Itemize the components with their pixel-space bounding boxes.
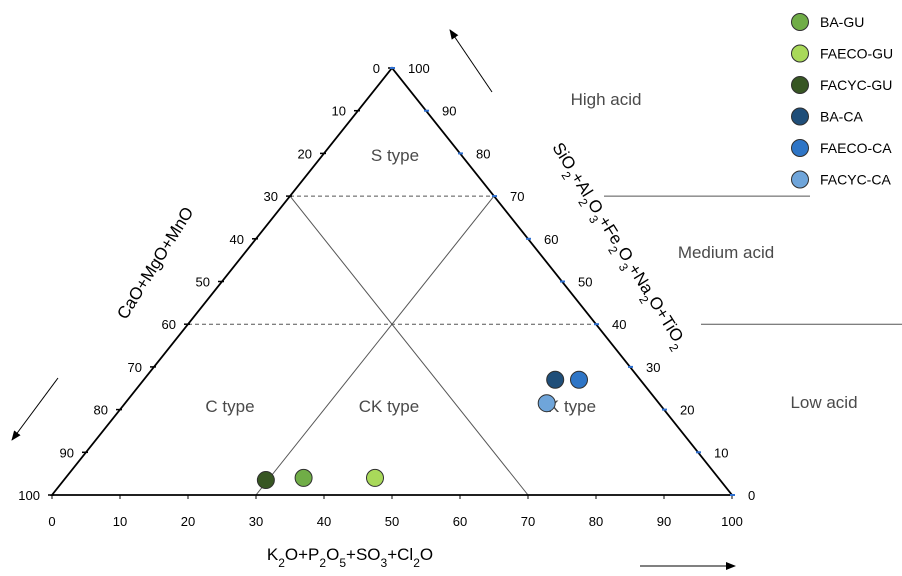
- data-points: [256, 370, 588, 490]
- data-point: [294, 468, 313, 487]
- left-tick-label: 0: [373, 61, 380, 76]
- direction-arrows: [11, 29, 736, 570]
- axis-titles: K2O+P2O5+SO3+Cl2OCaO+MgO+MnOSiO2+Al2O3+F…: [113, 139, 687, 570]
- divider-line-c-ck: [289, 195, 529, 496]
- legend-label: FAECO-CA: [820, 140, 892, 156]
- right-tick-label: 40: [612, 317, 626, 332]
- left-tick-label: 50: [196, 275, 210, 290]
- right-tick-label: 100: [408, 61, 430, 76]
- guide-lines: [188, 195, 902, 496]
- data-point: [366, 468, 384, 487]
- left-axis-direction-arrow: [11, 377, 59, 441]
- right-tick-label: 50: [578, 275, 592, 290]
- left-tick-label: 40: [230, 232, 244, 247]
- legend-marker: [791, 139, 809, 157]
- bottom-tick-label: 100: [721, 514, 743, 529]
- region-label: CK type: [359, 397, 419, 416]
- left-tick-label: 90: [60, 445, 74, 460]
- right-tick-label: 0: [748, 488, 755, 503]
- acid-level-labels: High acid Medium acid Low acid: [571, 90, 858, 412]
- data-point: [256, 471, 275, 490]
- right-tick-label: 30: [646, 360, 660, 375]
- bottom-tick-label: 90: [657, 514, 671, 529]
- legend-marker: [791, 76, 809, 94]
- left-tick-label: 60: [162, 317, 176, 332]
- bottom-tick-label: 20: [181, 514, 195, 529]
- bottom-tick-label: 30: [249, 514, 263, 529]
- acid-level-label: Low acid: [790, 393, 857, 412]
- legend-marker: [791, 107, 809, 126]
- bottom-tick-label: 50: [385, 514, 399, 529]
- right-tick-label: 10: [714, 445, 728, 460]
- right-tick-label: 70: [510, 189, 524, 204]
- bottom-tick-label: 70: [521, 514, 535, 529]
- right-tick-label: 90: [442, 104, 456, 119]
- right-axis-direction-arrow: [449, 29, 493, 93]
- left-tick-label: 80: [94, 403, 108, 418]
- divider-line-ck-k: [255, 195, 495, 496]
- data-point: [570, 370, 588, 389]
- bottom-axis-title: K2O+P2O5+SO3+Cl2O: [267, 545, 433, 570]
- bottom-tick-label: 60: [453, 514, 467, 529]
- bottom-tick-label: 40: [317, 514, 331, 529]
- acid-level-label: High acid: [571, 90, 642, 109]
- right-tick-label: 60: [544, 232, 558, 247]
- region-label: C type: [205, 397, 254, 416]
- left-tick-label: 70: [128, 360, 142, 375]
- legend-label: BA-GU: [820, 14, 864, 30]
- left-tick-label: 20: [298, 146, 312, 161]
- bottom-tick-label: 80: [589, 514, 603, 529]
- left-axis-title: CaO+MgO+MnO: [113, 204, 197, 323]
- legend-marker: [791, 13, 809, 31]
- region-labels: S type C type CK type K type: [205, 146, 596, 416]
- bottom-tick-label: 10: [113, 514, 127, 529]
- legend: BA-GU FAECO-GU FACYC-GU BA-CA FAECO-CA FACYC-…: [791, 13, 893, 189]
- data-point: [537, 394, 556, 413]
- region-label: K type: [548, 397, 596, 416]
- left-tick-label: 10: [332, 104, 346, 119]
- acid-level-label: Medium acid: [678, 243, 774, 262]
- legend-marker: [791, 44, 809, 63]
- left-tick-label: 100: [18, 488, 40, 503]
- right-tick-label: 80: [476, 146, 490, 161]
- left-tick-label: 30: [264, 189, 278, 204]
- legend-label: BA-CA: [820, 109, 863, 125]
- region-label: S type: [371, 146, 419, 165]
- data-point: [546, 370, 565, 389]
- legend-label: FACYC-CA: [820, 172, 891, 188]
- right-tick-label: 20: [680, 403, 694, 418]
- legend-marker: [791, 170, 809, 189]
- legend-label: FACYC-GU: [820, 77, 892, 93]
- legend-label: FAECO-GU: [820, 46, 893, 62]
- bottom-tick-label: 0: [48, 514, 55, 529]
